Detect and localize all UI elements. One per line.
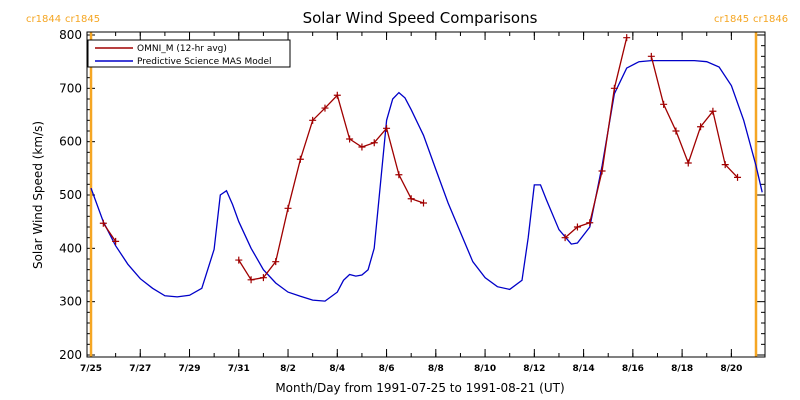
omni-point: [112, 237, 120, 245]
omni-point: [407, 195, 415, 203]
cr-label-right-1: cr1845: [714, 14, 749, 25]
x-tick-label: 7/31: [228, 364, 250, 374]
omni-point: [296, 155, 304, 163]
cr-label-left-1: cr1844: [26, 14, 61, 25]
y-tick-label: 400: [59, 241, 82, 255]
x-tick-label: 8/6: [379, 364, 395, 374]
omni-point: [99, 219, 107, 227]
x-tick-label: 8/8: [428, 364, 444, 374]
omni-point: [333, 91, 341, 99]
legend-box: [87, 39, 291, 68]
y-tick-label: 200: [59, 348, 82, 362]
chart-title: Solar Wind Speed Comparisons: [303, 9, 538, 27]
omni-point: [610, 84, 618, 92]
omni-point: [709, 107, 717, 115]
omni-point: [598, 167, 606, 175]
omni-point: [383, 124, 391, 132]
plot-frame: [86, 31, 766, 358]
y-tick-labels: 200 300 400 500 600 700 800: [59, 28, 82, 362]
omni-point: [247, 276, 255, 284]
omni-point: [395, 171, 403, 179]
cr-label-left-2: cr1845: [65, 14, 100, 25]
omni-point: [259, 274, 267, 282]
omni-point: [561, 234, 569, 242]
x-tick-label: 7/29: [178, 364, 200, 374]
x-axis-label: Month/Day from 1991-07-25 to 1991-08-21 …: [275, 381, 564, 395]
carrington-markers: [89, 32, 758, 357]
omni-point: [235, 256, 243, 264]
omni-point: [660, 100, 668, 108]
omni-point: [647, 52, 655, 60]
omni-point: [346, 135, 354, 143]
series-line-omni: [564, 37, 628, 239]
omni-point: [623, 34, 631, 42]
x-tick-label: 8/4: [329, 364, 345, 374]
x-tick-label: 7/25: [80, 364, 102, 374]
y-axis-label: Solar Wind Speed (km/s): [31, 121, 45, 269]
series-line-mas: [90, 59, 763, 302]
omni-point: [420, 199, 427, 207]
x-tick-label: 8/14: [573, 364, 595, 374]
x-tick-label: 8/10: [474, 364, 496, 374]
x-tick-label: 8/20: [720, 364, 742, 374]
y-tick-label: 500: [59, 188, 82, 202]
legend: OMNI_M (12-hr avg) Predictive Science MA…: [87, 39, 291, 68]
x-tick-label: 8/18: [671, 364, 693, 374]
series-line-omni: [102, 222, 117, 242]
omni-point: [272, 258, 280, 266]
y-tick-label: 300: [59, 295, 82, 309]
omni-point: [321, 104, 329, 112]
omni-point: [309, 116, 317, 124]
omni-point: [734, 173, 742, 181]
omni-point: [697, 123, 705, 131]
axes-layer: [87, 32, 765, 357]
series-layer: [90, 34, 763, 302]
omni-point: [721, 161, 729, 169]
omni-point: [586, 219, 594, 227]
legend-label-omni: OMNI_M (12-hr avg): [137, 44, 227, 54]
x-tick-labels: 7/25 7/27 7/29 7/31 8/2 8/4 8/6 8/8 8/10 8/12 8/14…: [80, 364, 742, 374]
series-line-omni: [650, 56, 738, 178]
omni-point: [573, 223, 581, 231]
x-tick-label: 7/27: [129, 364, 151, 374]
omni-point: [684, 159, 692, 167]
y-tick-label: 600: [59, 135, 82, 149]
x-tick-label: 8/16: [622, 364, 644, 374]
cr-label-right-2: cr1846: [753, 14, 788, 25]
legend-label-mas: Predictive Science MAS Model: [137, 57, 272, 67]
x-tick-label: 8/2: [280, 364, 296, 374]
y-tick-label: 800: [59, 28, 82, 42]
omni-point: [284, 204, 292, 212]
omni-point: [370, 139, 378, 147]
omni-point: [672, 127, 680, 135]
series-line-omni: [238, 94, 424, 281]
omni-point: [358, 143, 366, 151]
x-tick-label: 8/12: [523, 364, 545, 374]
y-tick-label: 700: [59, 81, 82, 95]
